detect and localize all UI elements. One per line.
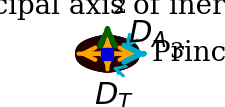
Polygon shape [106,53,109,55]
Polygon shape [87,42,127,66]
FancyArrowPatch shape [115,67,126,76]
Polygon shape [81,39,133,69]
Polygon shape [77,37,137,71]
Polygon shape [93,46,121,62]
Polygon shape [76,36,138,72]
Polygon shape [79,38,135,70]
Polygon shape [81,39,133,69]
Polygon shape [98,49,116,59]
Polygon shape [78,37,137,71]
Polygon shape [90,44,124,64]
Polygon shape [92,45,122,63]
Polygon shape [97,48,117,60]
Polygon shape [97,48,117,60]
Polygon shape [91,45,123,63]
Polygon shape [83,40,130,68]
Text: Principal axis of inertia: Principal axis of inertia [151,40,225,67]
Polygon shape [82,40,132,68]
Polygon shape [76,36,138,72]
Polygon shape [92,46,122,62]
Polygon shape [106,53,108,55]
Polygon shape [95,47,119,61]
Polygon shape [102,51,112,57]
Polygon shape [94,47,120,62]
Polygon shape [103,52,111,56]
Polygon shape [101,51,113,57]
Polygon shape [104,52,110,56]
Polygon shape [88,43,126,65]
Polygon shape [83,40,131,68]
Text: 2: 2 [112,0,126,18]
Polygon shape [80,38,135,70]
Polygon shape [76,36,138,72]
Polygon shape [100,50,114,58]
Polygon shape [83,40,131,68]
Polygon shape [89,44,125,64]
Polygon shape [98,49,116,59]
Polygon shape [82,39,132,69]
Polygon shape [100,50,114,58]
Polygon shape [90,44,124,64]
Polygon shape [101,51,112,57]
Polygon shape [79,38,135,70]
Polygon shape [94,46,120,62]
Text: 3: 3 [168,41,182,63]
Polygon shape [95,47,119,61]
Polygon shape [78,37,136,71]
Polygon shape [105,53,109,55]
Polygon shape [100,50,115,58]
Polygon shape [88,43,127,65]
Polygon shape [104,52,110,56]
Polygon shape [96,48,118,60]
Polygon shape [85,41,129,67]
Polygon shape [86,42,128,66]
Text: Principal axis of inertia: Principal axis of inertia [0,0,225,20]
Polygon shape [103,52,111,56]
Polygon shape [89,43,126,65]
Polygon shape [86,42,128,66]
Polygon shape [101,50,113,58]
Polygon shape [91,45,123,63]
Polygon shape [99,49,115,59]
Polygon shape [80,39,134,69]
Polygon shape [86,42,129,66]
Polygon shape [104,52,110,56]
Polygon shape [99,50,115,59]
Polygon shape [88,43,126,65]
Polygon shape [89,44,125,64]
Polygon shape [92,45,122,63]
Polygon shape [77,37,137,71]
Polygon shape [102,51,112,57]
Polygon shape [105,53,109,55]
Polygon shape [80,38,134,70]
Polygon shape [85,41,129,67]
Polygon shape [97,48,118,60]
Polygon shape [87,42,127,66]
Text: $D_T$: $D_T$ [93,80,133,107]
Polygon shape [84,41,130,67]
Polygon shape [93,46,121,62]
Polygon shape [98,49,117,59]
Polygon shape [91,45,124,64]
Text: $D_A$: $D_A$ [127,19,166,50]
Polygon shape [81,39,133,69]
Polygon shape [94,47,120,61]
FancyArrowPatch shape [127,35,137,46]
Polygon shape [84,41,130,67]
Polygon shape [78,37,136,71]
Polygon shape [96,48,118,61]
